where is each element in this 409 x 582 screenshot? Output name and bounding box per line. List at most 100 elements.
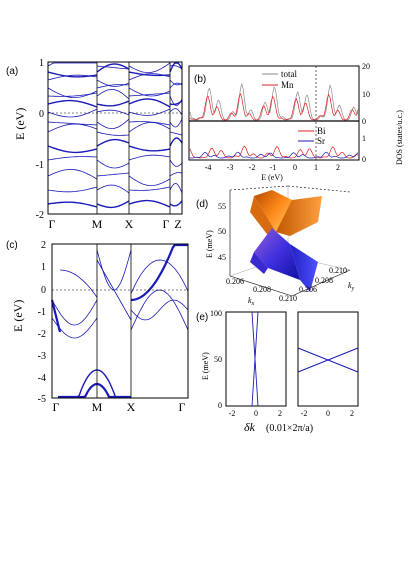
panel-e-left-xtick: -2 — [229, 409, 236, 418]
panel-b-ytick-top: 0 — [362, 117, 366, 126]
panel-a-frame — [47, 61, 183, 215]
panel-e-xlabel-delta: δk — [244, 420, 256, 434]
panel-b-xtick: 0 — [293, 163, 297, 172]
panel-e-left-xtick: 2 — [278, 409, 282, 418]
band-line — [96, 131, 130, 136]
band-line — [47, 92, 98, 97]
band-line — [130, 259, 189, 294]
panel-a-xtick: Z — [174, 217, 181, 231]
band-line — [169, 100, 183, 106]
panel-d-label: (d) — [196, 199, 208, 210]
panel-c-xtick: Γ — [53, 400, 60, 414]
band-line — [128, 199, 171, 208]
legend-bi-label: Bi — [317, 126, 326, 136]
band-line — [128, 154, 171, 161]
band-line — [47, 145, 98, 154]
band-line — [96, 109, 130, 116]
band-line — [47, 121, 98, 126]
band-line — [128, 145, 171, 152]
panel-e-ytick: 50 — [214, 355, 222, 364]
band-line — [58, 382, 131, 399]
panel-c: (c) 2 1 0 -1 -2 -3 -4 -5 E (eV) Γ M X Γ — [6, 240, 189, 414]
panel-c-ylabel: E (eV) — [11, 300, 25, 332]
panel-d-kx-tick: 0.208 — [253, 285, 271, 294]
band-line — [47, 168, 98, 180]
band-line — [169, 200, 183, 207]
band-line — [96, 84, 130, 89]
panel-d-ky-tick: 0.206 — [299, 285, 317, 294]
band-line — [47, 186, 98, 193]
panel-b-ylabel: DOS (states/u.c.) — [395, 110, 404, 165]
panel-a: (a) 1 0 -1 -2 E (eV) Γ M X Γ Z — [6, 58, 183, 231]
band-line — [59, 269, 98, 298]
panel-c-ytick: 2 — [41, 240, 46, 251]
panel-d-box — [229, 185, 351, 297]
band-line — [96, 63, 130, 73]
panel-c-ytick: -3 — [38, 351, 46, 362]
panel-e-label: (e) — [196, 312, 208, 323]
legend-mn-label: Mn — [281, 80, 294, 90]
band-line — [96, 184, 130, 194]
panel-e-right-frame — [297, 311, 359, 407]
band-line — [169, 62, 183, 73]
panel-e: (e) 100 50 0 E (meV) -2 0 2 -2 0 2 δk (0… — [196, 309, 359, 434]
panel-d-ky-label: ky — [348, 281, 355, 292]
panel-d-ztick: 50 — [218, 227, 226, 236]
band-line — [96, 159, 130, 169]
band-line — [169, 182, 183, 194]
band-line — [96, 200, 130, 209]
panel-d: (d) 55 50 45 E (meV) 0.206 — [196, 185, 355, 307]
panel-c-xtick: M — [92, 400, 103, 414]
panel-b-xtick: -4 — [205, 163, 212, 172]
band-line — [47, 201, 98, 208]
panel-d-ztick: 45 — [218, 253, 226, 262]
panel-d-kx-tick: 0.210 — [279, 294, 297, 303]
panel-b-frame — [188, 65, 360, 161]
panel-c-ytick: -4 — [38, 373, 46, 384]
panel-a-ytick: 1 — [39, 58, 44, 69]
panel-e-left-xtick: 0 — [254, 409, 258, 418]
panel-e-right-xtick: 0 — [326, 409, 330, 418]
panel-a-ytick: -2 — [36, 210, 44, 221]
band-line — [51, 299, 98, 326]
dispersion-line — [251, 311, 259, 407]
panel-a-xtick: Γ — [49, 217, 56, 231]
dispersion-line — [297, 347, 359, 373]
band-line — [128, 108, 171, 116]
band-line — [96, 172, 130, 177]
panel-b-label: (b) — [194, 74, 206, 85]
legend-total-label: total — [281, 69, 297, 79]
panel-a-xtick: M — [92, 217, 103, 231]
panel-a-xtick: X — [125, 217, 134, 231]
panel-c-label: (c) — [6, 240, 18, 251]
panel-d-kx-label: kx — [248, 296, 255, 307]
band-line — [128, 121, 171, 133]
panel-c-ytick: -2 — [38, 329, 46, 340]
panel-b-ytick-bottom: 1 — [362, 134, 366, 143]
band-line — [47, 62, 97, 67]
band-line — [62, 369, 131, 398]
dos-mn-curve — [189, 93, 359, 121]
band-line — [96, 249, 132, 291]
panel-d-ky-tick: 0.210 — [329, 266, 347, 275]
band-line — [96, 100, 130, 107]
band-line — [169, 159, 183, 167]
panel-c-ytick: 1 — [41, 262, 46, 273]
dos-sr-curve — [189, 151, 359, 159]
panel-c-ytick: -5 — [38, 394, 46, 405]
band-line — [169, 65, 183, 70]
dos-bi-curve — [189, 145, 359, 159]
panel-d-zlabel: E (meV) — [205, 230, 214, 258]
band-line — [169, 108, 183, 116]
panel-e-right-curves — [297, 347, 359, 373]
band-line — [96, 138, 130, 147]
panel-d-ky-tick: 0.208 — [315, 276, 333, 285]
band-line — [130, 299, 189, 321]
band-line — [47, 123, 98, 133]
band-line — [130, 289, 189, 331]
panel-a-ylabel: E (eV) — [13, 108, 27, 140]
panel-a-xtick: Γ — [163, 217, 170, 231]
panel-c-xtick: X — [127, 400, 136, 414]
band-line — [169, 118, 183, 128]
